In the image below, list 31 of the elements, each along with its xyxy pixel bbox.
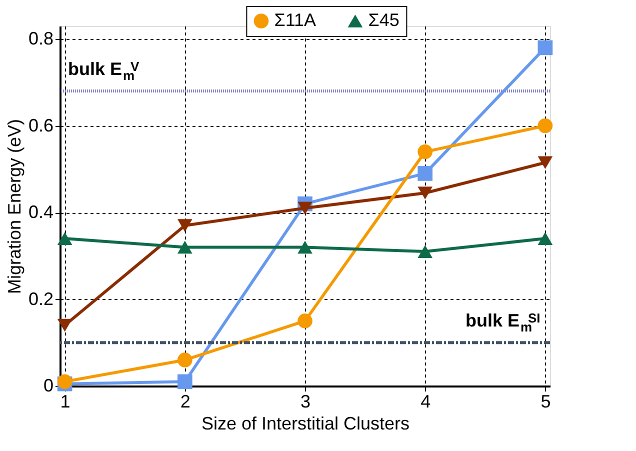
point xyxy=(418,186,433,200)
point xyxy=(177,374,192,390)
point xyxy=(538,232,553,245)
point xyxy=(298,202,312,215)
y-tick-label: 0 xyxy=(43,376,54,396)
point xyxy=(418,144,433,160)
point xyxy=(177,352,192,368)
point xyxy=(538,40,553,56)
x-tick-label: 3 xyxy=(300,392,311,412)
x-tick-label: 1 xyxy=(60,392,70,412)
point xyxy=(298,240,312,254)
point xyxy=(538,156,553,170)
y-tick-label: 0.2 xyxy=(28,288,54,309)
y-tick-label: 0.4 xyxy=(28,202,54,222)
x-tick-label: 5 xyxy=(540,392,551,412)
point xyxy=(177,240,192,254)
x-axis-title: Size of Interstitial Clusters xyxy=(201,414,410,434)
point xyxy=(418,166,433,181)
y-tick-label: 0.6 xyxy=(28,115,54,136)
y-axis-title: Migration Energy (eV) xyxy=(4,118,24,294)
point xyxy=(538,118,553,134)
point xyxy=(177,219,192,232)
y-tick-label: 0.8 xyxy=(28,28,54,49)
point xyxy=(57,232,72,245)
legend-label: Σ45 xyxy=(368,10,400,30)
point xyxy=(57,318,72,332)
x-tick-label: 2 xyxy=(180,392,190,412)
point xyxy=(298,314,312,328)
x-tick-label: 4 xyxy=(420,392,431,412)
point xyxy=(418,245,433,258)
legend-label: Σ11A xyxy=(274,10,316,30)
